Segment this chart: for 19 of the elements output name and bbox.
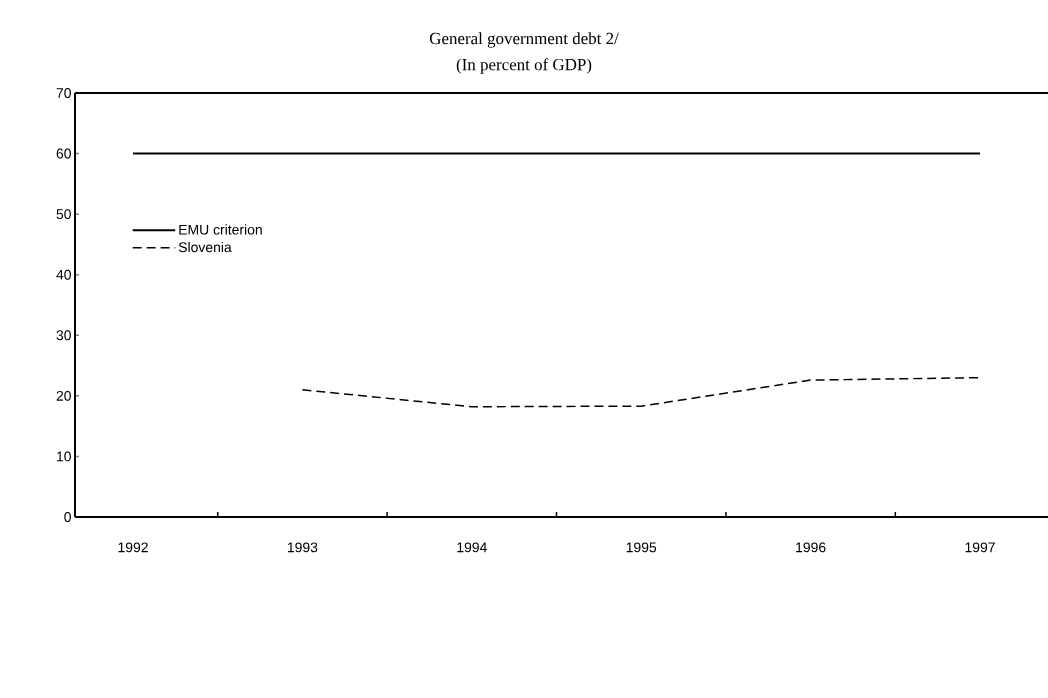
y-tick-label: 40	[56, 269, 71, 280]
legend-label: Slovenia	[178, 241, 232, 253]
chart-title: General government debt 2/	[429, 32, 619, 48]
x-tick-label: 1993	[287, 542, 318, 553]
y-tick-label: 30	[56, 330, 71, 341]
x-tick-label: 1997	[965, 542, 995, 553]
y-tick-label: 10	[57, 451, 71, 462]
x-tick-label: 1992	[118, 542, 148, 553]
x-tick-label: 1995	[626, 542, 657, 553]
y-tick-label: 0	[64, 512, 71, 522]
x-tick-label: 1994	[457, 542, 487, 553]
chart-subtitle: (In percent of GDP)	[456, 58, 592, 74]
y-tick-label: 50	[56, 209, 71, 220]
legend-label: EMU criterion	[179, 224, 262, 235]
y-tick-label: 60	[56, 148, 71, 159]
y-tick-label: 70	[56, 88, 71, 98]
x-tick-label: 1996	[796, 542, 826, 553]
y-tick-label: 20	[56, 390, 71, 401]
line-series	[301, 376, 981, 408]
